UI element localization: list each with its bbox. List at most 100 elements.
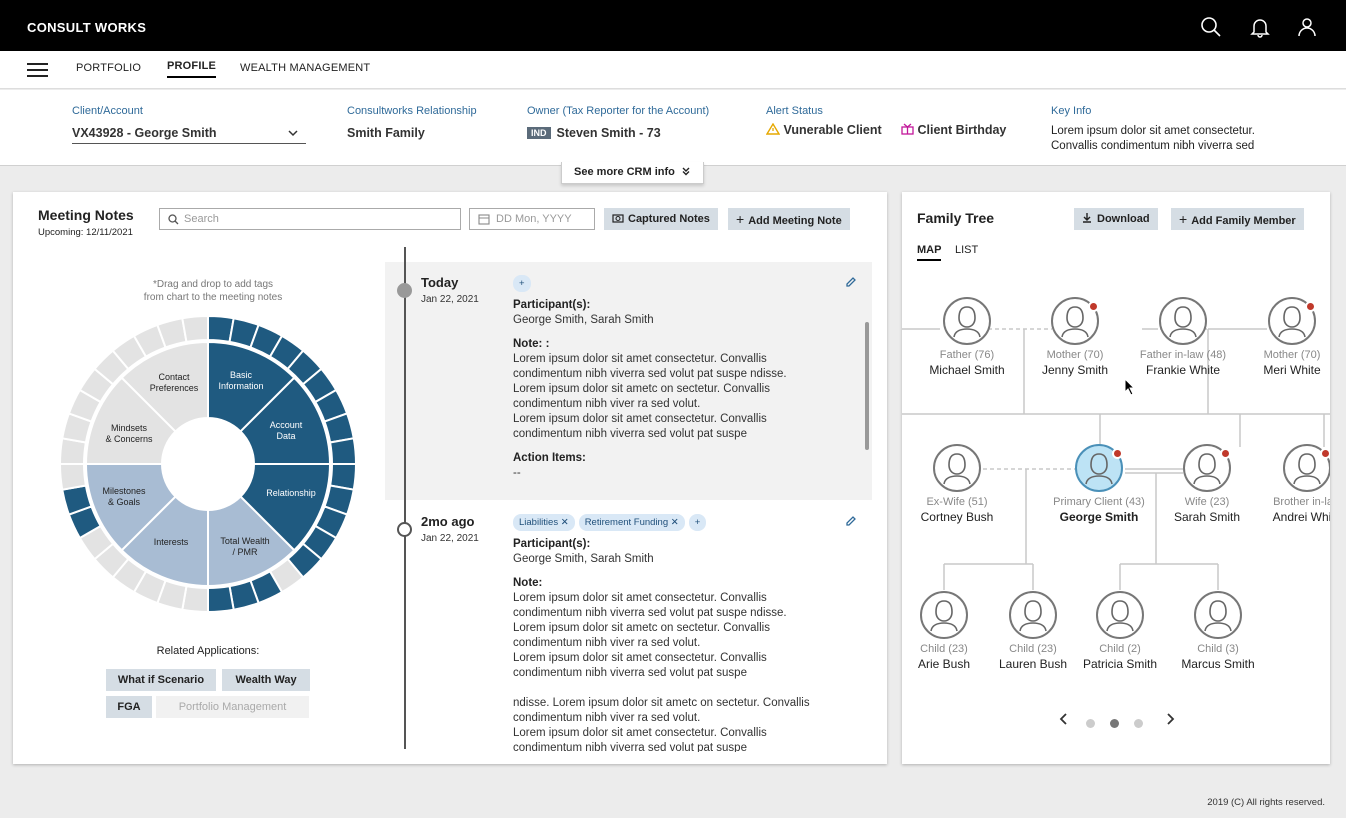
fga-button[interactable]: FGA [106, 696, 152, 718]
pager-dot[interactable] [1134, 719, 1143, 728]
tag-retirement-funding[interactable]: Retirement Funding ✕ [578, 514, 685, 531]
bell-icon[interactable] [1249, 16, 1271, 38]
family-member-spouse-2[interactable]: Wife (23) Sarah Smith [1152, 444, 1262, 524]
pager-dot[interactable] [1110, 719, 1119, 728]
meeting-notes-title: Meeting Notes [38, 207, 134, 223]
notes-scrollbar[interactable] [865, 322, 869, 450]
tag-liabilities[interactable]: Liabilities ✕ [513, 514, 575, 531]
avatar[interactable] [1009, 591, 1057, 639]
family-member-parent-0[interactable]: Father (76) Michael Smith [912, 297, 1022, 377]
wheel-label: Total Wealth / PMR [220, 536, 269, 557]
add-family-member-button[interactable]: + Add Family Member [1171, 208, 1304, 230]
avatar[interactable] [1194, 591, 1242, 639]
warning-icon [765, 122, 781, 135]
add-meeting-note-label: Add Meeting Note [748, 215, 842, 227]
note-line: Lorem ipsum dolor sit ametc on sectetur.… [513, 622, 770, 634]
drag-hint-line-1: *Drag and drop to add tags [152, 279, 274, 290]
edit-icon[interactable] [845, 515, 857, 527]
search-icon[interactable] [1200, 16, 1222, 38]
client-select[interactable]: VX43928 - George Smith [72, 124, 306, 144]
user-icon[interactable] [1296, 16, 1318, 38]
avatar[interactable] [1183, 444, 1231, 492]
avatar[interactable] [1159, 297, 1207, 345]
pager-dot[interactable] [1086, 719, 1095, 728]
family-member-spouse-0[interactable]: Ex-Wife (51) Cortney Bush [902, 444, 1012, 524]
family-member-parent-3[interactable]: Mother (70) Meri White [1237, 297, 1330, 377]
note-when: Today [421, 275, 459, 290]
note-line: Lorem ipsum dolor sit amet consectetur. … [513, 652, 767, 664]
gift-icon [901, 123, 914, 135]
tab-list[interactable]: LIST [955, 244, 979, 256]
note-label: Note: : [513, 338, 550, 350]
segment-outer-ring[interactable] [181, 314, 209, 344]
family-member-spouse-1[interactable]: Primary Client (43) George Smith [1044, 444, 1154, 524]
member-name: Arie Bush [917, 657, 971, 671]
note-line: condimentum nibh viver ra sed volut. [513, 712, 701, 724]
wealth-way-button[interactable]: Wealth Way [222, 669, 310, 691]
drag-hint-line-2: from chart to the meeting notes [143, 292, 283, 303]
nav-portfolio[interactable]: PORTFOLIO [76, 62, 142, 74]
relationship-value: Smith Family [347, 126, 425, 140]
note-body: Liabilities ✕ Retirement Funding ✕ + Parti… [513, 514, 853, 752]
note-line: Lorem ipsum dolor sit amet consectetur. … [513, 727, 767, 739]
member-role: Ex-Wife (51) [926, 496, 988, 508]
add-tag-button[interactable]: + [513, 275, 531, 292]
avatar[interactable] [1051, 297, 1099, 345]
family-member-parent-2[interactable]: Father in-law (48) Frankie White [1128, 297, 1238, 377]
note-item-2mo-ago[interactable]: 2mo ago Jan 22, 2021 Liabilities ✕ Retire… [385, 512, 873, 752]
timeline-dot-empty [397, 522, 412, 537]
nav-profile[interactable]: PROFILE [167, 60, 217, 78]
what-if-scenario-button[interactable]: What if Scenario [106, 669, 216, 691]
segment-outer-ring[interactable] [58, 463, 88, 491]
wheel-label: Relationship [266, 488, 316, 498]
nav-wealth-management[interactable]: WEALTH MANAGEMENT [240, 62, 371, 74]
segment-contact-preferences[interactable] [120, 340, 209, 433]
family-member-child-3[interactable]: Child (3) Marcus Smith [1163, 591, 1273, 671]
segment-outer-ring[interactable] [207, 584, 235, 614]
prev-arrow-icon[interactable] [1058, 712, 1070, 726]
add-tag-button[interactable]: + [688, 514, 707, 531]
wheel-label: Milestones & Goals [102, 486, 146, 507]
camera-icon [612, 214, 624, 223]
participants-value: George Smith, Sarah Smith [513, 314, 654, 326]
captured-notes-button[interactable]: Captured Notes [604, 208, 718, 230]
next-arrow-icon[interactable] [1164, 712, 1176, 726]
family-member-child-2[interactable]: Child (2) Patricia Smith [1065, 591, 1175, 671]
keyinfo-value: Lorem ipsum dolor sit amet consectetur. … [1051, 125, 1255, 152]
add-meeting-note-button[interactable]: + Add Meeting Note [728, 208, 850, 230]
edit-icon[interactable] [845, 276, 857, 288]
family-member-parent-1[interactable]: Mother (70) Jenny Smith [1020, 297, 1130, 377]
member-name: Frankie White [1145, 363, 1221, 377]
avatar[interactable] [1075, 444, 1123, 492]
top-bar: CONSULT WORKS [0, 0, 1346, 51]
download-label: Download [1097, 213, 1150, 225]
avatar[interactable] [943, 297, 991, 345]
download-button[interactable]: Download [1074, 208, 1158, 230]
note-text: Lorem ipsum dolor sit amet consectetur. … [513, 591, 853, 752]
search-input[interactable]: Search [159, 208, 461, 230]
avatar[interactable] [933, 444, 981, 492]
family-member-child-1[interactable]: Child (23) Lauren Bush [978, 591, 1088, 671]
note-item-today[interactable]: Today Jan 22, 2021 + Participant(s): Geo… [385, 272, 873, 502]
avatar[interactable] [1268, 297, 1316, 345]
avatar[interactable] [920, 591, 968, 639]
topic-wheel-chart[interactable]: Basic Information Account Data Relationship T… [58, 314, 358, 614]
alert-vulnerable: Vunerable Client [765, 122, 882, 137]
menu-icon[interactable] [27, 63, 48, 77]
note-line: Lorem ipsum dolor sit amet consectetur. … [513, 592, 767, 604]
family-member-child-0[interactable]: Child (23) Arie Bush [902, 591, 999, 671]
avatar[interactable] [1096, 591, 1144, 639]
tab-map[interactable]: MAP [917, 244, 942, 261]
see-more-crm-button[interactable]: See more CRM info [561, 162, 704, 184]
participants-value: George Smith, Sarah Smith [513, 553, 654, 565]
person-icon [930, 600, 958, 632]
footer: 2019 (C) All rights reserved. [1207, 797, 1325, 808]
calendar-icon [478, 214, 490, 225]
segment-outer-ring[interactable] [328, 437, 358, 465]
family-member-spouse-3[interactable]: Brother in-law Andrei White [1252, 444, 1330, 524]
avatar[interactable] [1283, 444, 1330, 492]
tree-connectors [902, 328, 1330, 590]
date-input[interactable]: DD Mon, YYYY [469, 208, 595, 230]
portfolio-management-button[interactable]: Portfolio Management [156, 696, 309, 718]
wheel-label: Contact Preferences [150, 372, 199, 393]
